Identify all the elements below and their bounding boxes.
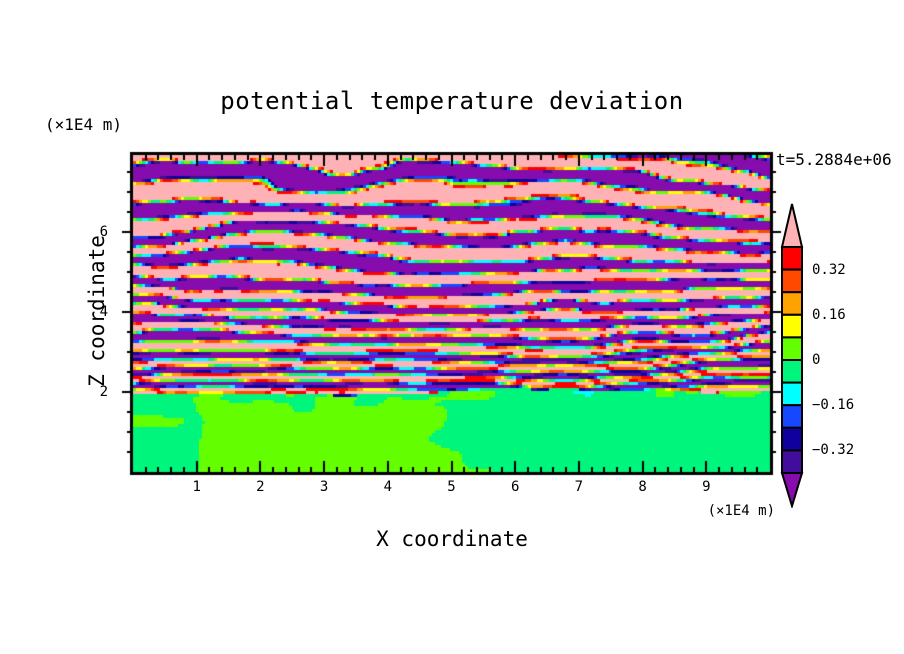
x-tick-label: 7: [574, 479, 584, 495]
colorbar-segment: [781, 404, 803, 429]
x-tick-label: 1: [192, 479, 201, 495]
colorbar-segment: [781, 246, 803, 271]
colorbar-segment: [781, 449, 803, 474]
colorbar-under-arrow: [780, 472, 804, 510]
x-tick-label: 5: [447, 479, 456, 495]
x-tick-label: 6: [510, 479, 520, 495]
x-tick-label: 3: [319, 479, 329, 495]
colorbar-tick-label: 0.16: [812, 306, 846, 323]
x-tick-label: 8: [638, 479, 647, 495]
x-axis-unit-label: (×1E4 m): [707, 503, 775, 519]
x-tick-label: 4: [383, 479, 393, 495]
colorbar-tick-label: −0.16: [812, 397, 855, 414]
z-tick-label: 6: [99, 224, 108, 241]
colorbar-tick-label: 0.32: [812, 261, 846, 278]
colorbar-segment: [781, 268, 803, 294]
x-tick-label: 2: [256, 479, 265, 495]
colorbar: [779, 202, 805, 510]
colorbar-segment: [781, 291, 803, 316]
colorbar-tick-label: −0.32: [812, 442, 855, 459]
z-tick-label: 4: [99, 304, 108, 321]
colorbar-segment: [781, 381, 803, 407]
colorbar-segment: [781, 313, 803, 339]
colorbar-over-arrow: [780, 203, 804, 248]
plot-title: potential temperature deviation: [220, 87, 684, 115]
colorbar-segment: [781, 336, 803, 361]
colorbar-tick-label: 0: [812, 352, 821, 368]
time-label: t=5.2884e+06: [776, 150, 892, 169]
x-tick-label: 9: [702, 479, 711, 495]
colorbar-segment: [781, 359, 803, 384]
colorbar-segment: [781, 426, 803, 452]
z-tick-label: 2: [99, 384, 108, 401]
z-axis-unit-label: (×1E4 m): [45, 115, 123, 134]
x-axis-title: X coordinate: [376, 527, 528, 551]
